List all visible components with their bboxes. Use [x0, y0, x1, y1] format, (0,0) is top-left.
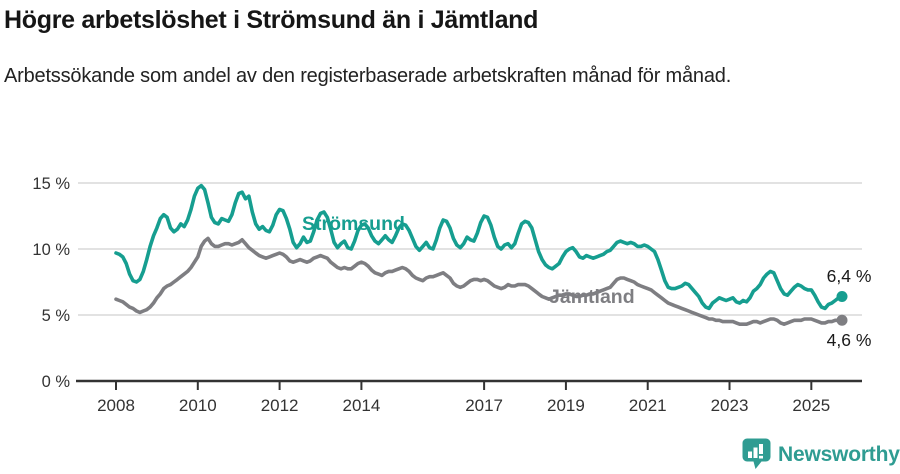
chart-subtitle: Arbetssökande som andel av den registerb… [4, 65, 732, 87]
y-tick-label-5: 5 % [42, 307, 71, 325]
bar-chart-speech-bubble-icon [742, 438, 771, 469]
y-tick-label-0: 0 % [42, 373, 71, 391]
x-tick-label-2008: 2008 [97, 396, 135, 415]
end-value-label-Jämtland: 4,6 % [827, 330, 872, 350]
series-line-Jämtland [114, 236, 844, 326]
x-tick-label-2010: 2010 [179, 396, 217, 415]
series-label-Jämtland: Jämtland [549, 286, 635, 308]
page-title: Högre arbetslöshet i Strömsund än i Jämt… [4, 6, 539, 34]
series-label-Strömsund: Strömsund [302, 213, 405, 235]
y-tick-label-10: 10 % [32, 241, 70, 259]
x-tick-label-2023: 2023 [711, 396, 749, 415]
x-tick-label-2021: 2021 [629, 396, 667, 415]
end-dot-Strömsund [836, 291, 848, 303]
brand-name: Newsworthy [778, 442, 900, 466]
x-tick-label-2019: 2019 [547, 396, 585, 415]
newsworthy-logo: Newsworthy [742, 438, 900, 471]
unemployment-line-chart: 0 % 5 % 10 % 15 % 2008 2010 2012 2014 2017 2019 20… [32, 175, 872, 415]
x-tick-label-2014: 2014 [342, 396, 380, 415]
series-line-Strömsund [114, 183, 844, 311]
x-tick-label-2025: 2025 [792, 396, 830, 415]
x-tick-label-2017: 2017 [465, 396, 503, 415]
x-tick-label-2012: 2012 [261, 396, 299, 415]
end-value-label-Strömsund: 6,4 % [827, 266, 872, 286]
y-tick-label-15: 15 % [32, 175, 70, 193]
end-dot-Jämtland [836, 314, 848, 326]
